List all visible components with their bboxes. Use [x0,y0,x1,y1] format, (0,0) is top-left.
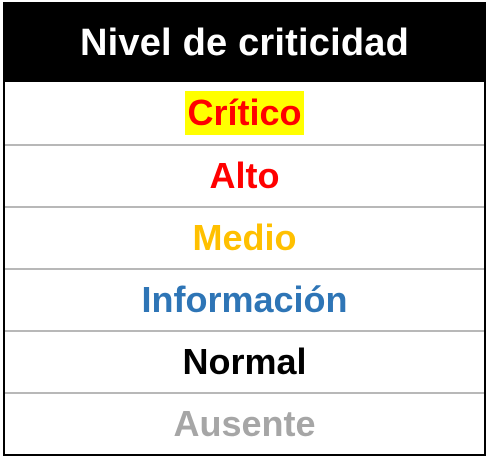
level-label-ausente: Ausente [173,403,316,444]
row-informacion: Información [5,268,484,330]
row-ausente: Ausente [5,392,484,454]
level-label-normal: Normal [182,341,307,382]
criticality-table: Nivel de criticidad Crítico Alto Medio I… [3,2,486,456]
table-header-label: Nivel de criticidad [79,22,410,64]
row-normal: Normal [5,330,484,392]
level-label-critico: Crítico [185,91,304,135]
row-medio: Medio [5,206,484,268]
row-critico: Crítico [5,82,484,144]
level-label-informacion: Información [141,279,348,320]
level-label-medio: Medio [192,217,297,258]
table-header: Nivel de criticidad [5,4,484,82]
level-label-alto: Alto [209,155,280,196]
row-alto: Alto [5,144,484,206]
